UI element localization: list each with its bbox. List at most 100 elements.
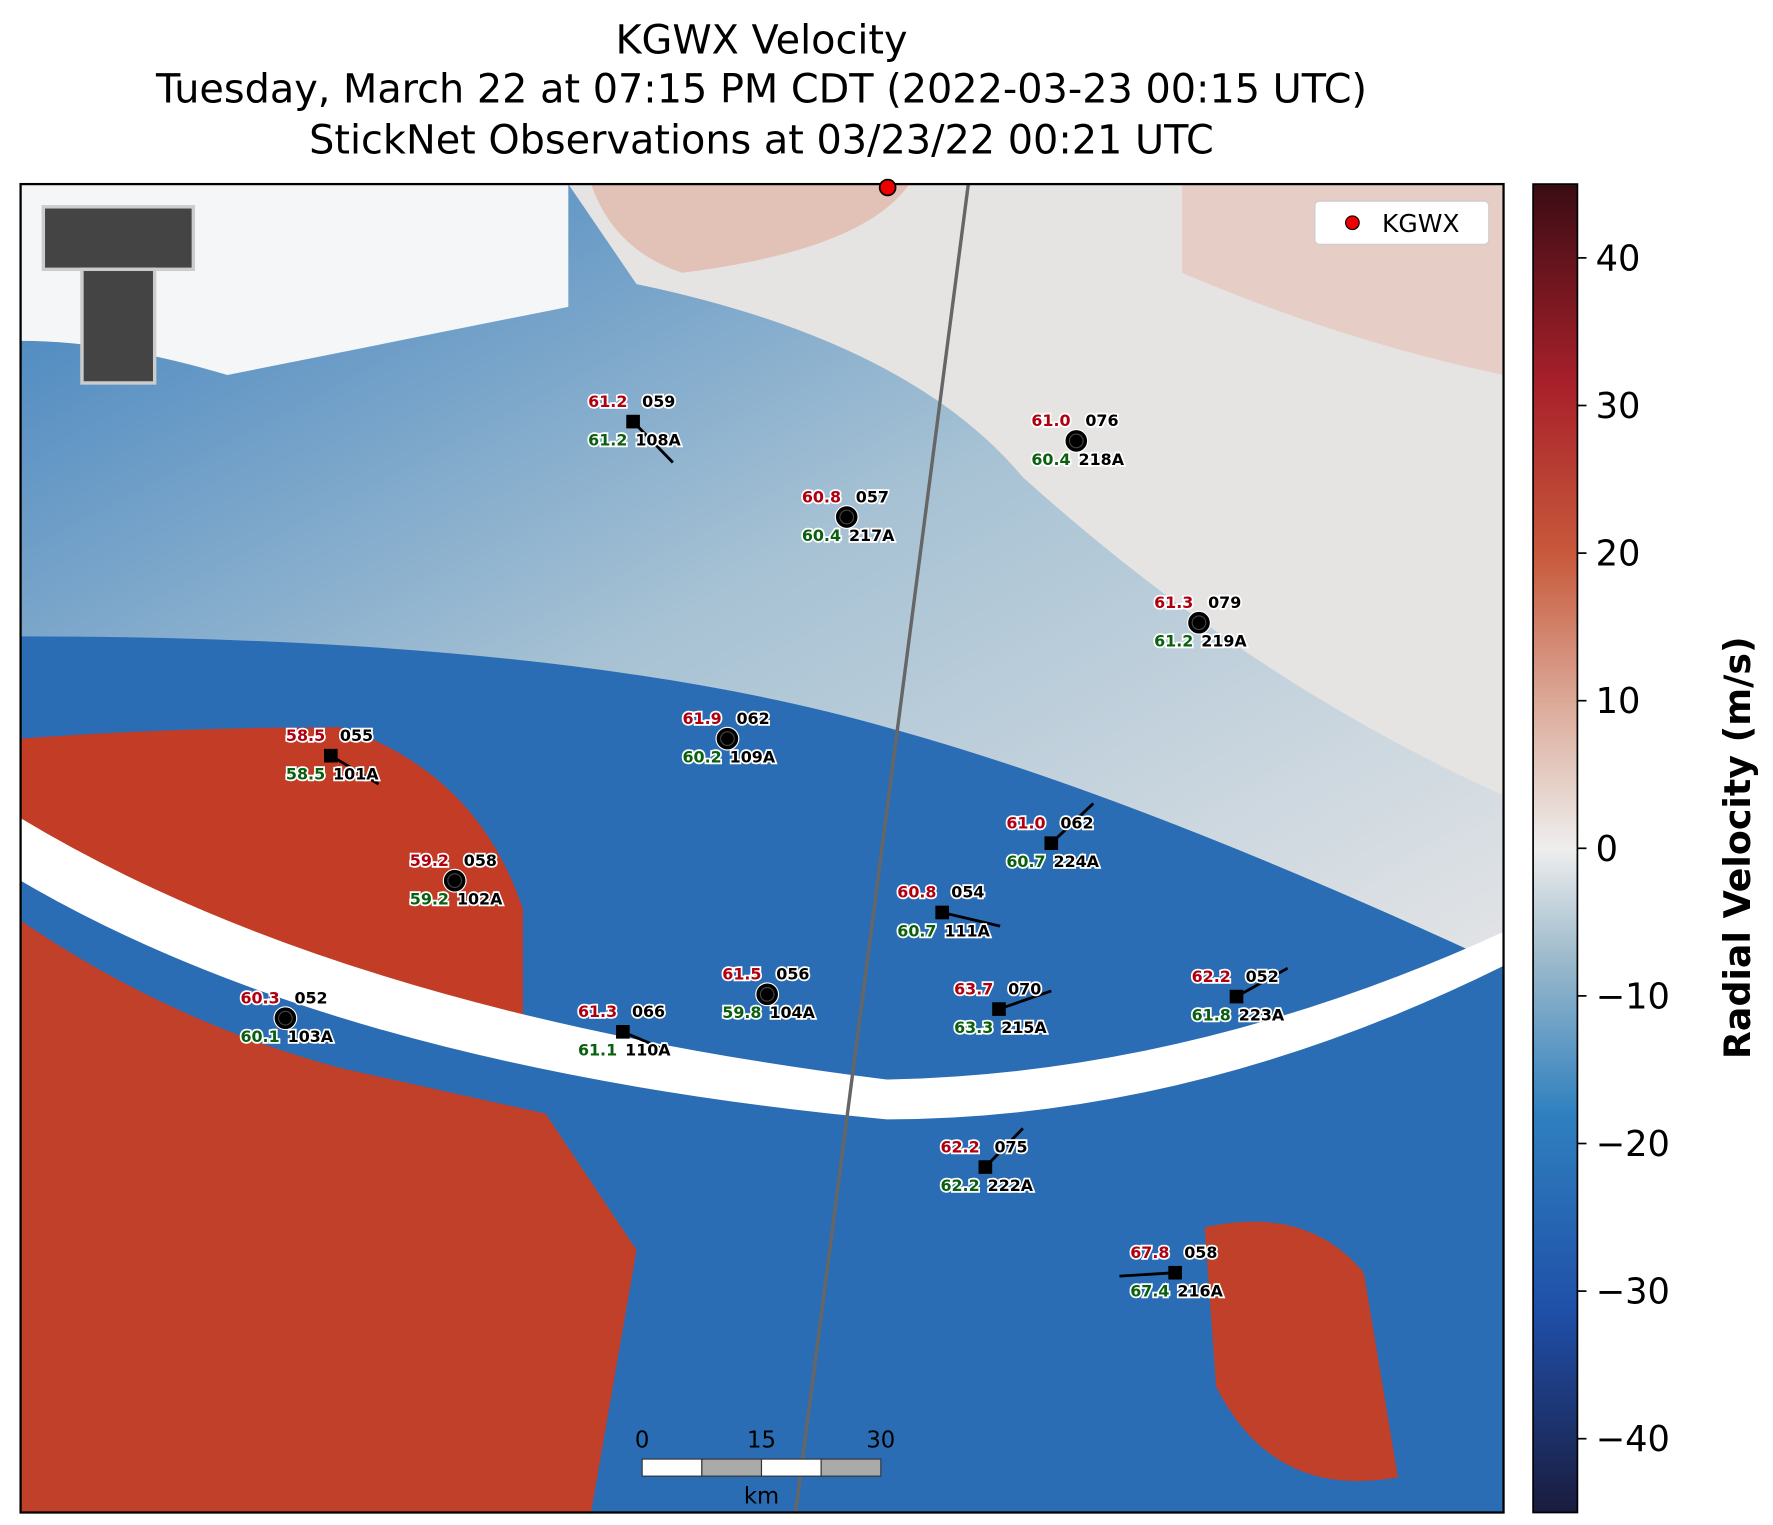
title-line: StickNet Observations at 03/23/22 00:21 … [309, 117, 1214, 163]
station-marker [755, 982, 780, 1007]
dewpoint: 58.5 [286, 765, 325, 784]
station-marker [273, 1006, 298, 1031]
station-id: 103A [288, 1027, 334, 1046]
wind-direction: 052 [1246, 967, 1279, 986]
wind-direction: 066 [632, 1002, 665, 1021]
dewpoint: 61.1 [578, 1041, 617, 1060]
station-id: 108A [635, 430, 681, 449]
temperature: 63.7 [954, 979, 993, 998]
wind-direction: 054 [951, 883, 984, 902]
temperature: 61.0 [1006, 813, 1045, 832]
dewpoint: 60.4 [1031, 450, 1070, 469]
station-id: 215A [1001, 1018, 1047, 1037]
wind-barb [1235, 966, 1289, 998]
station-marker [1168, 1265, 1182, 1280]
wind-direction: 062 [1060, 813, 1093, 832]
colorbar-label: Radial Velocity (m/s) [1716, 636, 1759, 1059]
colorbar-tick-label: 20 [1596, 534, 1641, 575]
station-id: 102A [457, 890, 503, 909]
dewpoint: 61.2 [588, 430, 627, 449]
wind-direction: 058 [464, 851, 497, 870]
legend-label: KGWX [1382, 209, 1460, 238]
temperature: 60.8 [802, 487, 841, 506]
dewpoint: 63.3 [954, 1018, 993, 1037]
colorbar-ticks: 40 30 20 10 0 −10 −20 −30 −40 [1577, 238, 1670, 1460]
temperature: 58.5 [286, 726, 325, 745]
station-marker [1187, 610, 1211, 635]
station-id: 218A [1079, 450, 1125, 469]
station-id: 217A [849, 526, 895, 545]
scale-tick-label: 0 [635, 1428, 649, 1454]
station-marker [616, 1025, 630, 1039]
scale-tick-label: 15 [747, 1428, 776, 1454]
temperature: 61.2 [588, 392, 627, 411]
colorbar-tick-label: −40 [1596, 1419, 1670, 1460]
wind-barb [941, 911, 1001, 928]
station-marker [935, 905, 949, 920]
station-marker [715, 726, 740, 751]
title-line: KGWX Velocity [615, 17, 907, 63]
station-marker [978, 1160, 993, 1174]
scale-tick-label: 30 [866, 1428, 895, 1454]
station-id: 223A [1239, 1005, 1285, 1024]
scale-unit: km [744, 1483, 779, 1509]
colorbar-tick-label: −20 [1596, 1124, 1670, 1165]
calm-ring [277, 1010, 293, 1026]
wind-direction: 076 [1085, 411, 1118, 430]
temperature: 62.2 [940, 1137, 979, 1156]
temperature: 62.2 [1192, 967, 1231, 986]
temperature: 67.8 [1130, 1243, 1169, 1262]
wind-barb [1119, 1271, 1176, 1278]
title-line: Tuesday, March 22 at 07:15 PM CDT (2022-… [155, 66, 1367, 112]
wind-barb [622, 1030, 669, 1053]
wind-barb [1050, 802, 1095, 845]
wind-direction: 052 [294, 988, 327, 1007]
dewpoint: 60.7 [897, 921, 936, 940]
dewpoint: 59.2 [410, 890, 449, 909]
station-id: 216A [1177, 1282, 1223, 1301]
dewpoint: 61.2 [1154, 632, 1193, 651]
wind-direction: 055 [340, 726, 373, 745]
station-id: 104A [769, 1003, 815, 1022]
colorbar-tick-label: 0 [1596, 829, 1618, 870]
scale-segment [641, 1458, 703, 1477]
calm-ring [759, 986, 775, 1002]
station-id: 101A [333, 765, 379, 784]
station-marker [1229, 989, 1244, 1004]
station-id: 109A [730, 748, 776, 767]
station-marker [442, 868, 467, 893]
wind-barb [330, 754, 380, 786]
calm-ring [1191, 615, 1207, 631]
station-id: 110A [625, 1041, 671, 1060]
dewpoint: 60.2 [683, 748, 722, 767]
wind-direction: 070 [1008, 979, 1041, 998]
station-marker [1044, 836, 1059, 850]
dewpoint: 60.1 [240, 1027, 279, 1046]
dewpoint: 67.4 [1130, 1282, 1169, 1301]
temperature: 61.0 [1031, 411, 1070, 430]
calm-ring [1068, 433, 1084, 449]
calm-ring [720, 731, 735, 747]
wind-direction: 062 [737, 709, 770, 728]
station-marker [1064, 428, 1089, 453]
scale-segment [760, 1458, 822, 1477]
dewpoint: 60.7 [1006, 852, 1045, 871]
station-marker [324, 748, 338, 763]
station-id: 222A [988, 1176, 1034, 1195]
map-frame [19, 182, 1505, 1514]
station-marker [834, 505, 859, 529]
temperature: 61.3 [578, 1002, 617, 1021]
legend: KGWX [1314, 200, 1490, 245]
temperature: 60.8 [897, 883, 936, 902]
scale-segment [701, 1458, 763, 1477]
radar-field [20, 184, 1504, 1513]
stations: 61.2 059 61.2 108A 61.0 076 60.4 218A 60.8 057 60.… [239, 390, 1289, 1302]
station-marker [626, 414, 640, 429]
scale-bar: 0 15 30 km [635, 1428, 895, 1510]
wind-direction: 079 [1208, 593, 1241, 612]
dewpoint: 61.8 [1192, 1005, 1231, 1024]
logo [41, 205, 196, 385]
wind-direction: 058 [1184, 1243, 1217, 1262]
wind-direction: 059 [642, 392, 675, 411]
